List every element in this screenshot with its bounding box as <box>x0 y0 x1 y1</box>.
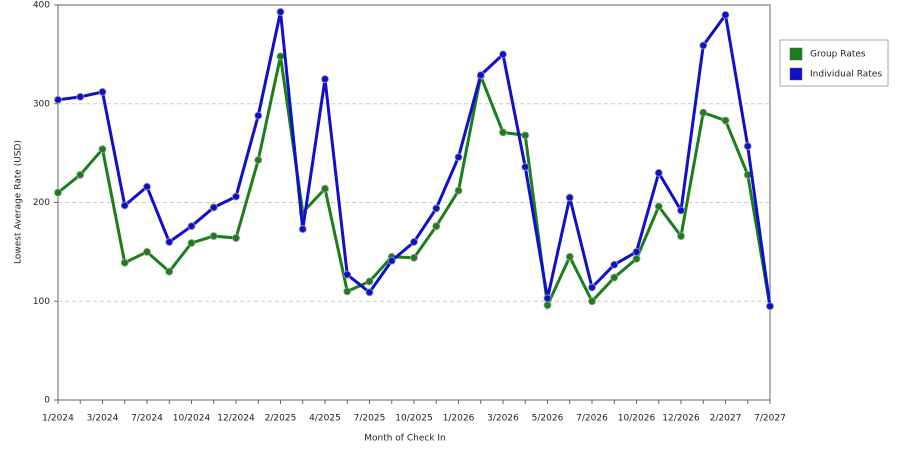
x-tick-label: 12/2024 <box>217 414 255 424</box>
x-tick-label: 7/2026 <box>576 414 608 424</box>
data-point <box>276 52 285 61</box>
data-point <box>165 267 174 276</box>
data-point <box>165 238 174 246</box>
data-point <box>499 50 507 59</box>
data-point <box>209 232 218 240</box>
data-point <box>677 206 685 215</box>
data-point <box>454 186 463 195</box>
data-point <box>743 142 752 151</box>
data-point <box>321 184 329 193</box>
x-tick-label: 5/2026 <box>532 414 564 424</box>
x-tick-label: 3/2026 <box>487 414 519 424</box>
data-point <box>120 201 129 210</box>
data-point <box>120 258 129 267</box>
y-tick-label: 400 <box>33 1 50 11</box>
data-point <box>365 277 374 286</box>
data-point <box>476 71 485 80</box>
data-point <box>343 287 352 296</box>
x-tick-label: 12/2026 <box>662 414 700 424</box>
x-tick-label: 7/2024 <box>131 414 163 424</box>
y-tick-label: 0 <box>44 396 50 406</box>
data-point <box>410 238 418 246</box>
data-point <box>632 254 641 263</box>
data-point <box>699 41 708 50</box>
data-point <box>721 10 730 19</box>
x-tick-label: 10/2025 <box>395 414 432 424</box>
data-point <box>321 75 329 83</box>
x-tick-label: 7/2027 <box>754 414 786 424</box>
x-tick-label: 10/2026 <box>618 414 656 424</box>
data-point <box>565 193 574 202</box>
data-point <box>254 111 263 120</box>
data-point <box>98 145 107 154</box>
x-tick-label: 3/2024 <box>87 414 119 424</box>
data-point <box>766 302 774 311</box>
x-axis-label: Month of Check In <box>364 434 446 444</box>
data-point <box>521 163 530 171</box>
data-point <box>343 270 352 279</box>
legend-swatch <box>789 47 803 61</box>
data-point <box>298 225 307 234</box>
legend-label: Individual Rates <box>810 70 882 80</box>
data-point <box>677 232 685 240</box>
data-point <box>588 297 596 306</box>
x-tick-label: 2/2027 <box>710 414 742 424</box>
x-tick-label: 1/2026 <box>443 414 475 424</box>
data-point <box>365 288 374 297</box>
y-tick-label: 300 <box>33 99 50 109</box>
data-point <box>721 116 730 125</box>
data-point <box>54 95 62 104</box>
legend-swatch <box>789 67 803 81</box>
data-point <box>276 8 285 16</box>
data-point <box>76 92 85 101</box>
data-point <box>454 153 463 161</box>
data-point <box>387 256 396 265</box>
data-point <box>654 168 663 177</box>
data-point <box>610 260 619 269</box>
data-point <box>632 247 641 256</box>
data-point <box>143 247 151 256</box>
data-point <box>588 283 596 292</box>
data-point <box>76 170 85 179</box>
data-point <box>98 88 107 96</box>
data-point <box>410 253 418 262</box>
x-tick-label: 4/2025 <box>309 414 341 424</box>
data-point <box>499 128 507 137</box>
x-tick-label: 10/2024 <box>173 414 211 424</box>
x-tick-label: 1/2024 <box>42 414 74 424</box>
data-point <box>54 188 62 197</box>
x-tick-label: 7/2025 <box>354 414 386 424</box>
data-point <box>187 239 196 247</box>
data-point <box>254 156 263 164</box>
legend-label: Group Rates <box>810 50 866 60</box>
y-tick-label: 100 <box>33 297 50 307</box>
y-axis-label: Lowest Average Rate (USD) <box>14 140 24 264</box>
data-point <box>209 203 218 212</box>
data-point <box>143 182 151 191</box>
y-tick-label: 200 <box>33 198 50 208</box>
data-point <box>543 294 552 303</box>
data-point <box>654 202 663 211</box>
data-point <box>232 234 240 242</box>
data-point <box>187 222 196 231</box>
data-point <box>565 252 574 261</box>
data-point <box>699 108 708 117</box>
data-point <box>432 222 441 231</box>
data-point <box>521 131 530 140</box>
data-point <box>610 273 619 282</box>
x-tick-label: 2/2025 <box>265 414 297 424</box>
data-point <box>232 192 240 201</box>
data-point <box>543 301 552 310</box>
data-point <box>432 204 441 213</box>
